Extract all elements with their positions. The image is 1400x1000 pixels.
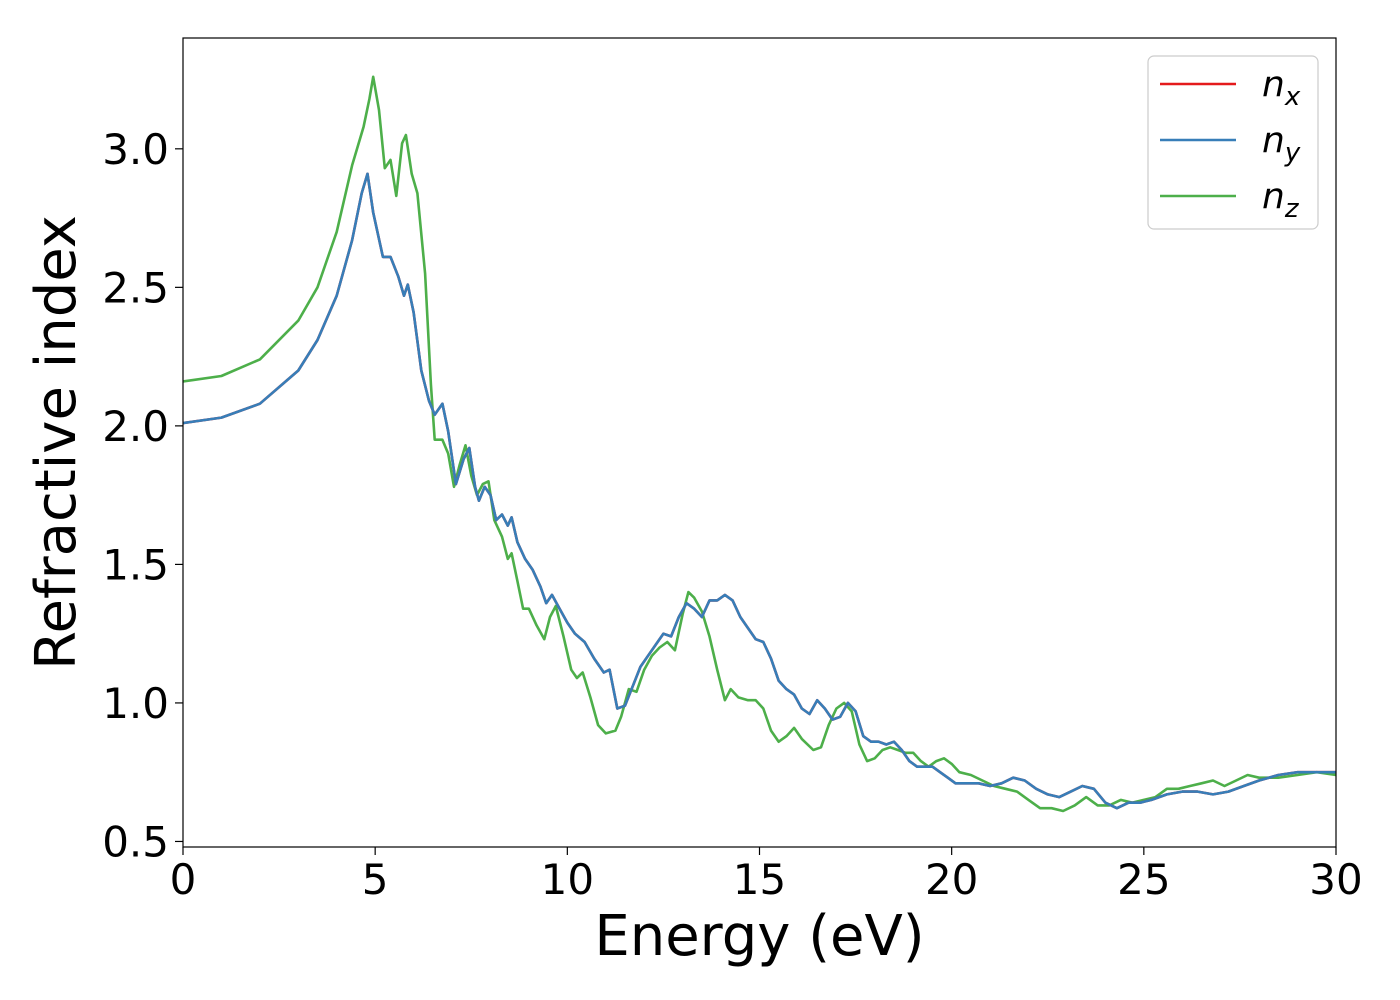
x-tick-label: 20 [925, 855, 978, 904]
legend-box [1147, 55, 1319, 230]
y-axis-ticks: 0.5 1.0 1.5 2.0 2.5 3.0 [102, 125, 183, 866]
y-tick-label: 0.5 [102, 817, 169, 866]
x-axis-ticks: 0 5 10 15 20 25 30 [170, 847, 1363, 904]
series-line-nx [183, 172, 1336, 810]
x-tick-label: 25 [1117, 855, 1170, 904]
y-tick-label: 1.0 [102, 679, 169, 728]
x-tick-label: 0 [170, 855, 197, 904]
y-tick-label: 1.5 [102, 540, 169, 589]
x-tick-label: 10 [541, 855, 594, 904]
series-line-ny [183, 172, 1336, 810]
series-line-nz [183, 75, 1336, 813]
y-tick-label: 2.5 [102, 263, 169, 312]
y-tick-label: 3.0 [102, 125, 169, 174]
x-axis-label: Energy (eV) [594, 904, 924, 969]
y-tick-label: 2.0 [102, 402, 169, 451]
x-tick-label: 30 [1309, 855, 1362, 904]
x-tick-label: 15 [733, 855, 786, 904]
x-tick-label: 5 [362, 855, 389, 904]
plot-lines [183, 75, 1336, 813]
y-axis-label: Refractive index [24, 215, 89, 670]
